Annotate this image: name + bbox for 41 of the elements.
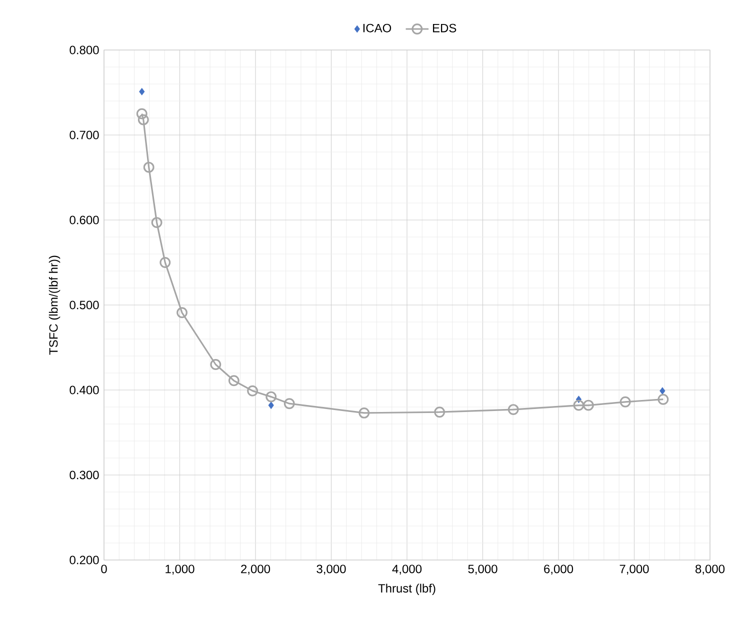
point (143, 162, 154, 173)
point (176, 307, 188, 318)
point (151, 217, 162, 228)
y-tick-label: 0.800 (70, 46, 99, 54)
x-tick-label: 0 (101, 564, 107, 574)
point (228, 375, 240, 386)
legend-label: EDS (432, 24, 456, 32)
x-axis-title: Thrust (lbf) (378, 584, 436, 595)
y-tick-label: 0.300 (70, 470, 99, 480)
x-tick-label: 2,000 (241, 564, 270, 575)
point (434, 406, 446, 418)
point (284, 398, 295, 410)
point (582, 400, 594, 411)
legend-label: ICAO (363, 24, 392, 32)
point (508, 404, 519, 416)
y-tick-label: 0.400 (70, 386, 99, 394)
x-tick-label: 4,000 (392, 564, 422, 575)
x-tick-label: 1,000 (166, 564, 194, 575)
y-tick-label: 0.600 (70, 216, 99, 224)
x-tick-label: 6,000 (544, 564, 574, 575)
point (660, 387, 666, 394)
y-tick-label: 0.700 (70, 130, 99, 140)
x-tick-label: 3,000 (316, 564, 346, 575)
point (138, 114, 149, 126)
x-tick-label: 5,000 (468, 564, 498, 575)
y-tick-label: 0.200 (70, 556, 99, 564)
point (358, 407, 370, 418)
y-axis-title: TSFC (lbm/(lbf hr)) (48, 256, 60, 355)
point (620, 396, 631, 408)
point (658, 394, 669, 405)
point (139, 88, 145, 96)
x-tick-label: 8,000 (696, 564, 725, 575)
y-tick-label: 0.500 (70, 300, 99, 310)
x-tick-label: 7,000 (620, 564, 649, 575)
point (268, 402, 274, 409)
point (136, 108, 148, 120)
point (573, 400, 584, 411)
point (210, 359, 222, 370)
point (247, 385, 258, 396)
point (266, 391, 277, 402)
point (160, 257, 171, 268)
